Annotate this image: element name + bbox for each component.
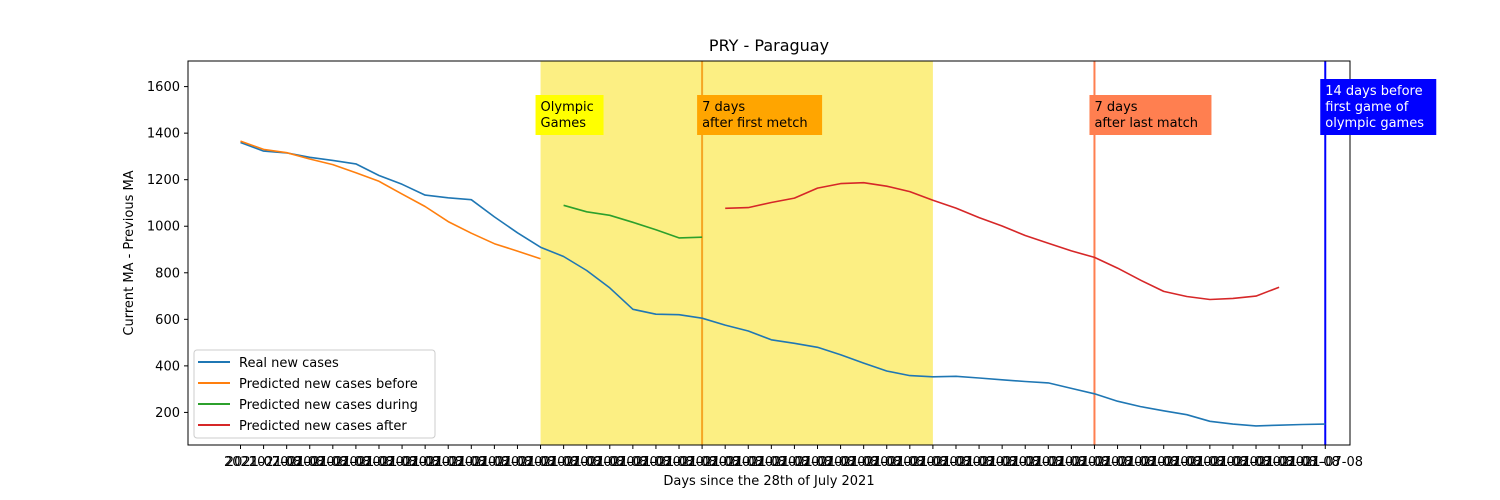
x-tick-label: 2021-07-08 <box>641 455 717 470</box>
annotation-box <box>535 95 604 135</box>
annotation-text: 14 days before <box>1325 84 1422 99</box>
annotation-text: 7 days <box>1094 100 1137 115</box>
x-tick-label: 2021-07-08 <box>1103 455 1179 470</box>
y-tick-label: 1000 <box>147 220 180 235</box>
x-tick-label: 2021 <box>224 455 257 470</box>
x-tick-label: 2021-07-08 <box>895 455 971 470</box>
annotation-text: olympic games <box>1325 116 1424 131</box>
predicted-during-line <box>563 204 703 239</box>
chart-title: PRY - Paraguay <box>709 36 829 55</box>
x-tick-label: 2021-07-08 <box>387 455 463 470</box>
y-tick-label: 1400 <box>147 127 180 142</box>
x-tick-label: 2021-07-08 <box>318 455 394 470</box>
annotation-text: first game of <box>1325 100 1409 115</box>
x-tick-label: 2021-07-08 <box>595 455 671 470</box>
x-axis-label: Days since the 28th of July 2021 <box>663 474 874 489</box>
x-tick-label: 2021-07-08 <box>572 455 648 470</box>
x-tick-label: 2021-07-08 <box>1287 455 1363 470</box>
legend-label-after: Predicted new cases after <box>239 419 407 434</box>
y-tick-label: 1600 <box>147 80 180 95</box>
annotation-box <box>1089 95 1212 135</box>
x-tick-label: 2021-07-08 <box>1080 455 1156 470</box>
x-tick-label: 2021-07-08 <box>226 455 302 470</box>
x-tick-label: 2021-07-08 <box>526 455 602 470</box>
x-tick-label: 2021-07-08 <box>664 455 740 470</box>
y-tick-label: 200 <box>155 406 180 421</box>
x-tick-label: 2021-07-08 <box>549 455 625 470</box>
x-tick-label: 2021-07-08 <box>710 455 786 470</box>
x-tick-label: 2021-07-08 <box>687 455 763 470</box>
x-tick-label: 2021-07-08 <box>618 455 694 470</box>
annotation-text: Olympic <box>541 100 594 115</box>
x-tick-label: 2021-07-08 <box>964 455 1040 470</box>
predicted-before-line <box>240 140 541 260</box>
annotation-box <box>697 95 823 135</box>
y-tick-label: 800 <box>155 266 180 281</box>
annotation-text: after first metch <box>702 116 808 131</box>
legend-label-before: Predicted new cases before <box>239 377 418 392</box>
x-tick-label: 2021-07-08 <box>1241 455 1317 470</box>
x-tick-label: 2021-07-08 <box>1057 455 1133 470</box>
annotation-box <box>1320 79 1437 135</box>
plot-frame <box>187 60 1351 446</box>
y-tick-label: 1200 <box>147 173 180 188</box>
real-cases-line <box>240 141 1326 427</box>
x-tick-label: 2021-07-08 <box>457 455 533 470</box>
x-tick-label: 2021-07-08 <box>1011 455 1087 470</box>
x-tick-label: 2021-07-08 <box>757 455 833 470</box>
y-tick-label: 400 <box>155 359 180 374</box>
x-tick-label: 2021-07-08 <box>249 455 325 470</box>
legend-box <box>193 349 436 439</box>
x-tick-label: 2021-07-08 <box>849 455 925 470</box>
x-tick-label: 2021-07-08 <box>1034 455 1110 470</box>
x-tick-label: 2021-07-08 <box>1149 455 1225 470</box>
x-tick-label: 2021-07-08 <box>1218 455 1294 470</box>
x-tick-label: 2021-07-08 <box>872 455 948 470</box>
legend: Real new cases Predicted new cases befor… <box>193 349 436 439</box>
x-tick-label: 2021-07-08 <box>941 455 1017 470</box>
x-tick-label: 2021-07-08 <box>410 455 486 470</box>
x-tick-label: 2021-07-08 <box>295 455 371 470</box>
x-tick-label: 2021-07-08 <box>272 455 348 470</box>
x-tick-label: 2021-07-08 <box>803 455 879 470</box>
x-tick-label: 2021-07-08 <box>918 455 994 470</box>
annotation-text: after last match <box>1094 116 1198 131</box>
x-tick-label: 2021-07-08 <box>503 455 579 470</box>
x-tick-label: 2021-07-08 <box>341 455 417 470</box>
x-tick-label: 2021-07-08 <box>364 455 440 470</box>
x-tick-label: 2021-07-08 <box>480 455 556 470</box>
legend-label-during: Predicted new cases during <box>239 398 418 413</box>
x-tick-label: 2021-07-08 <box>987 455 1063 470</box>
annotation-text: 7 days <box>702 100 745 115</box>
annotation-text: Games <box>541 116 587 131</box>
y-axis-label: Current MA - Previous MA <box>122 170 137 335</box>
x-tick-label: 2021-07-08 <box>780 455 856 470</box>
x-tick-label: 2021-07-08 <box>734 455 810 470</box>
x-tick-label: 2021-07-08 <box>1195 455 1271 470</box>
legend-label-real: Real new cases <box>239 356 339 371</box>
predicted-after-line <box>725 181 1280 301</box>
x-tick-label: 2021-07-08 <box>434 455 510 470</box>
x-tick-label: 2021-07-08 <box>1126 455 1202 470</box>
x-tick-label: 2021-07-08 <box>1264 455 1340 470</box>
x-tick-label: 2021-07-08 <box>826 455 902 470</box>
x-tick-label: 2021-07-08 <box>1172 455 1248 470</box>
y-tick-label: 600 <box>155 313 180 328</box>
